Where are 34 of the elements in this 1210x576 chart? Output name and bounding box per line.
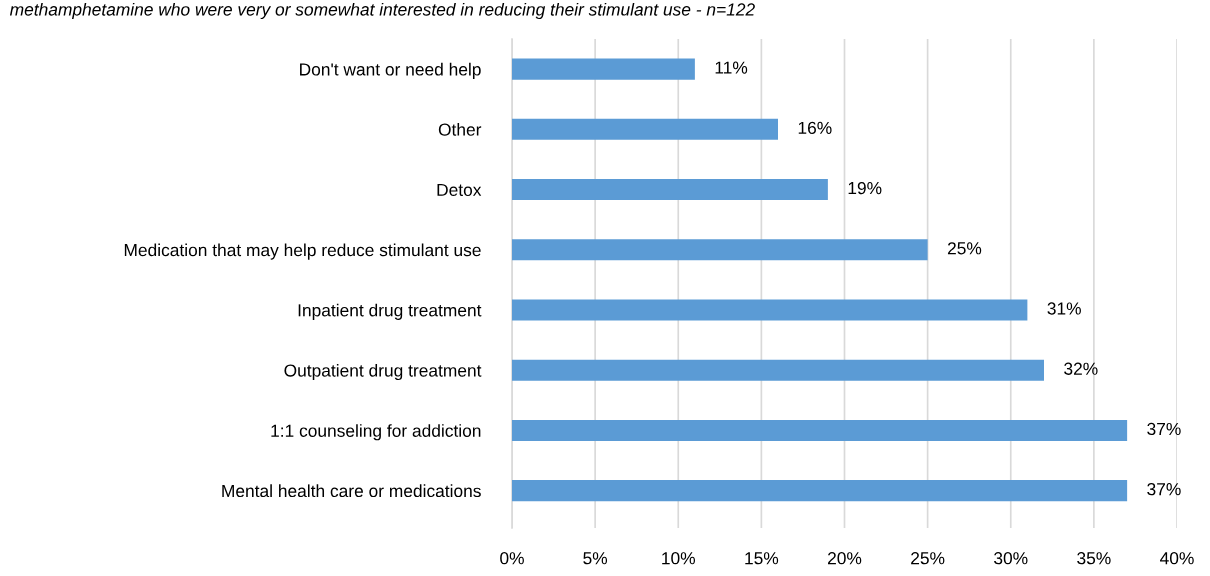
y-tick-label: Detox [437, 183, 482, 197]
x-tick-label: 35% [1077, 552, 1111, 565]
bar [512, 480, 1128, 502]
data-label: 37% [1147, 422, 1181, 436]
bar [512, 299, 1028, 321]
bar [512, 118, 778, 140]
y-tick-label: Medication that may help reduce stimulant use [124, 243, 481, 260]
x-tick-label: 25% [911, 552, 945, 565]
y-tick-label: Mental health care or medications [222, 484, 481, 498]
x-tick-label: 30% [994, 552, 1028, 565]
bar [512, 239, 928, 261]
data-label: 16% [798, 121, 832, 134]
x-tick-label: 10% [662, 552, 696, 565]
data-label: 37% [1147, 483, 1181, 496]
x-tick-label: 5% [583, 552, 608, 565]
y-tick-label: Outpatient drug treatment [284, 363, 482, 381]
x-tick-label: 40% [1160, 552, 1194, 565]
bar [512, 419, 1128, 441]
data-label: 19% [848, 181, 882, 195]
data-label: 31% [1047, 302, 1081, 315]
data-label: 32% [1064, 362, 1098, 375]
bar [512, 179, 828, 201]
data-label: 11% [715, 61, 748, 74]
bar [512, 58, 695, 80]
chart-title: methamphetamine who were very or somewhat interested in reducing their stimulant use - n=122 [9, 2, 755, 20]
x-tick-label: 0% [500, 552, 524, 565]
x-tick-label: 15% [745, 552, 779, 565]
y-tick-label: Other [438, 123, 482, 136]
data-label: 25% [947, 242, 982, 255]
y-tick-label: Inpatient drug treatment [298, 303, 482, 320]
y-tick-label: 1:1 counseling for addiction [271, 424, 481, 441]
y-tick-label: Don't want or need help [300, 62, 481, 79]
bar [512, 359, 1044, 381]
x-tick-label: 20% [828, 552, 862, 565]
